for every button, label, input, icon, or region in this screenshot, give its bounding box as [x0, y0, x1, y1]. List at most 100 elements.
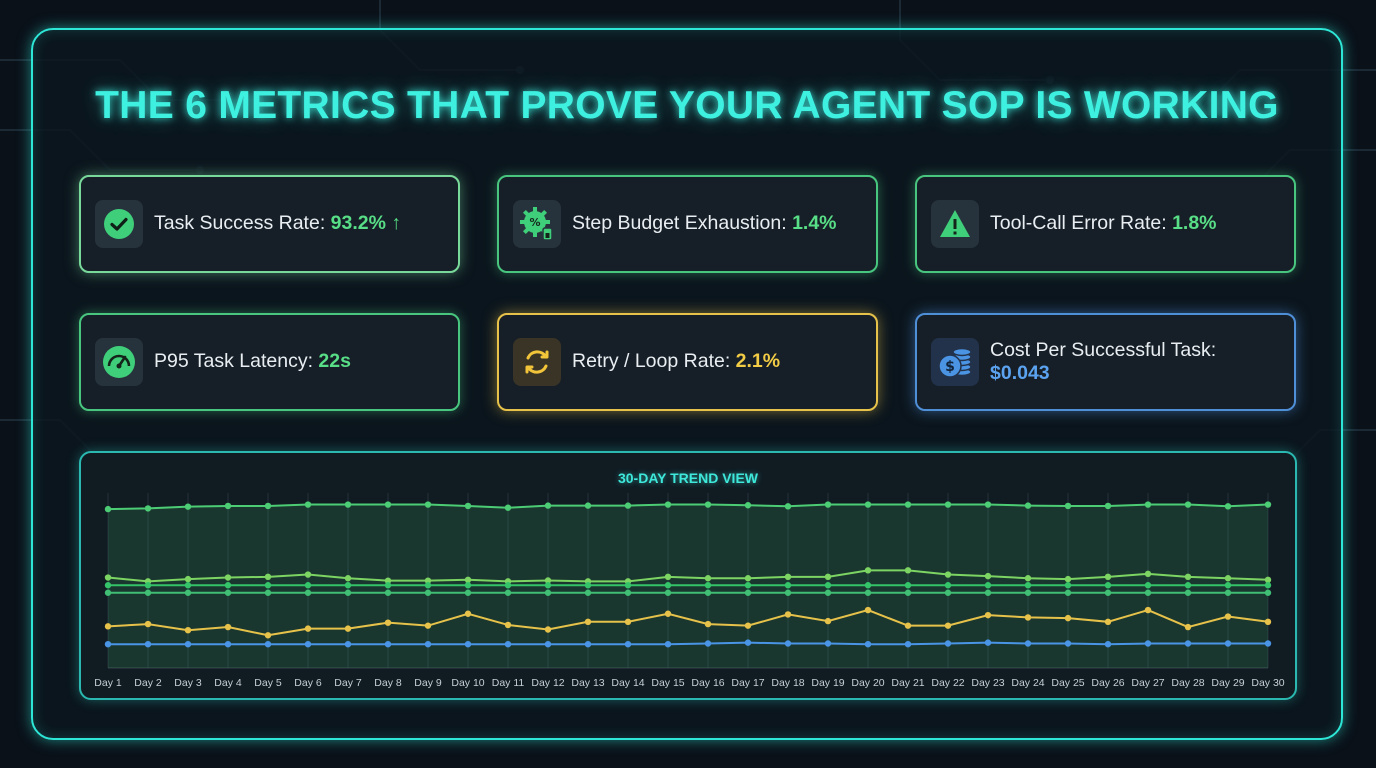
data-point — [664, 582, 672, 589]
metric-label: Step Budget Exhaustion: — [572, 212, 787, 235]
data-point — [184, 641, 192, 648]
data-point — [1064, 502, 1072, 510]
data-point — [344, 575, 352, 582]
data-point — [1264, 582, 1272, 589]
data-point — [744, 582, 752, 589]
data-point — [624, 589, 632, 596]
x-tick-label: Day 17 — [731, 677, 764, 689]
data-point — [1024, 502, 1032, 509]
x-tick-label: Day 26 — [1091, 677, 1124, 689]
data-point — [464, 576, 472, 583]
data-point — [904, 589, 912, 596]
x-tick-label: Day 9 — [414, 677, 442, 689]
x-tick-label: Day 7 — [334, 677, 362, 689]
metric-card-retry-loop: Retry / Loop Rate: 2.1% — [497, 313, 878, 411]
refresh-loop-icon — [513, 338, 561, 386]
coin-stack-icon: $ — [931, 338, 979, 386]
data-point — [824, 640, 832, 647]
data-point — [464, 502, 472, 510]
data-point — [1264, 576, 1272, 583]
data-point — [984, 572, 992, 580]
data-point — [944, 589, 952, 596]
x-tick-label: Day 2 — [134, 677, 162, 689]
data-point — [1064, 575, 1072, 583]
data-point — [904, 567, 912, 574]
metric-label: Cost Per Successful Task: — [990, 338, 1217, 361]
metric-value: 22s — [318, 350, 351, 373]
data-point — [264, 589, 272, 596]
data-point — [344, 625, 352, 632]
data-point — [824, 573, 832, 581]
data-point — [584, 618, 592, 625]
data-point — [1104, 641, 1112, 648]
data-point — [984, 611, 992, 619]
x-tick-label: Day 18 — [771, 677, 804, 689]
data-point — [624, 502, 632, 509]
data-point — [144, 641, 152, 648]
data-point — [1224, 640, 1232, 647]
data-point — [624, 618, 632, 625]
x-tick-label: Day 1 — [94, 677, 122, 689]
metric-card-cost-per-task: $ Cost Per Successful Task: $0.043 — [915, 313, 1296, 411]
data-point — [584, 589, 592, 596]
data-point — [704, 640, 712, 647]
data-point — [184, 582, 192, 589]
x-tick-label: Day 19 — [811, 677, 844, 689]
data-point — [1104, 618, 1112, 625]
data-point — [304, 571, 312, 578]
data-point — [344, 589, 352, 596]
data-point — [544, 641, 552, 648]
x-tick-label: Day 14 — [611, 677, 644, 689]
data-point — [824, 582, 832, 589]
data-point — [424, 577, 432, 584]
data-point — [944, 501, 952, 508]
data-point — [664, 641, 672, 648]
data-point — [904, 501, 912, 508]
metric-text: Retry / Loop Rate: 2.1% — [572, 350, 780, 373]
data-point — [1264, 589, 1272, 596]
data-point — [424, 501, 432, 508]
data-point — [584, 502, 592, 509]
data-point — [1184, 640, 1192, 647]
data-point — [424, 589, 432, 596]
data-point — [544, 626, 552, 633]
metric-text: Task Success Rate: 93.2% ↑ — [154, 212, 401, 235]
data-point — [704, 582, 712, 589]
data-point — [864, 641, 872, 648]
data-point — [704, 501, 712, 508]
metric-label: Task Success Rate: — [154, 212, 326, 235]
x-tick-label: Day 4 — [214, 677, 242, 689]
data-point — [744, 589, 752, 596]
data-point — [1104, 502, 1112, 510]
metric-card-tool-call-error: Tool-Call Error Rate: 1.8% — [915, 175, 1296, 273]
x-tick-label: Day 15 — [651, 677, 684, 689]
data-point — [424, 582, 432, 589]
metric-card-task-success: Task Success Rate: 93.2% ↑ — [79, 175, 460, 273]
data-point — [1264, 640, 1272, 647]
data-point — [144, 582, 152, 589]
data-point — [264, 641, 272, 648]
metric-card-step-budget: % Step Budget Exhaustion: 1.4% — [497, 175, 878, 273]
data-point — [1144, 570, 1152, 578]
data-point — [384, 501, 392, 508]
data-point — [1064, 640, 1072, 647]
x-tick-label: Day 20 — [851, 677, 884, 689]
data-point — [464, 589, 472, 596]
x-tick-label: Day 30 — [1251, 677, 1284, 689]
data-point — [664, 573, 672, 581]
data-point — [824, 589, 832, 596]
data-point — [664, 501, 672, 508]
data-point — [304, 582, 312, 589]
metric-text: Cost Per Successful Task: $0.043 — [990, 339, 1216, 386]
data-point — [504, 621, 512, 629]
data-point — [464, 582, 472, 589]
data-point — [504, 641, 512, 648]
page-title: THE 6 METRICS THAT PROVE YOUR AGENT SOP … — [95, 84, 1279, 127]
data-point — [944, 622, 952, 629]
metric-label: Tool-Call Error Rate: — [990, 212, 1167, 235]
data-point — [664, 610, 672, 617]
data-point — [104, 574, 112, 581]
series-line-0 — [107, 503, 1269, 511]
data-point — [104, 623, 112, 630]
chart-title: 30-DAY TREND VIEW — [617, 470, 759, 486]
